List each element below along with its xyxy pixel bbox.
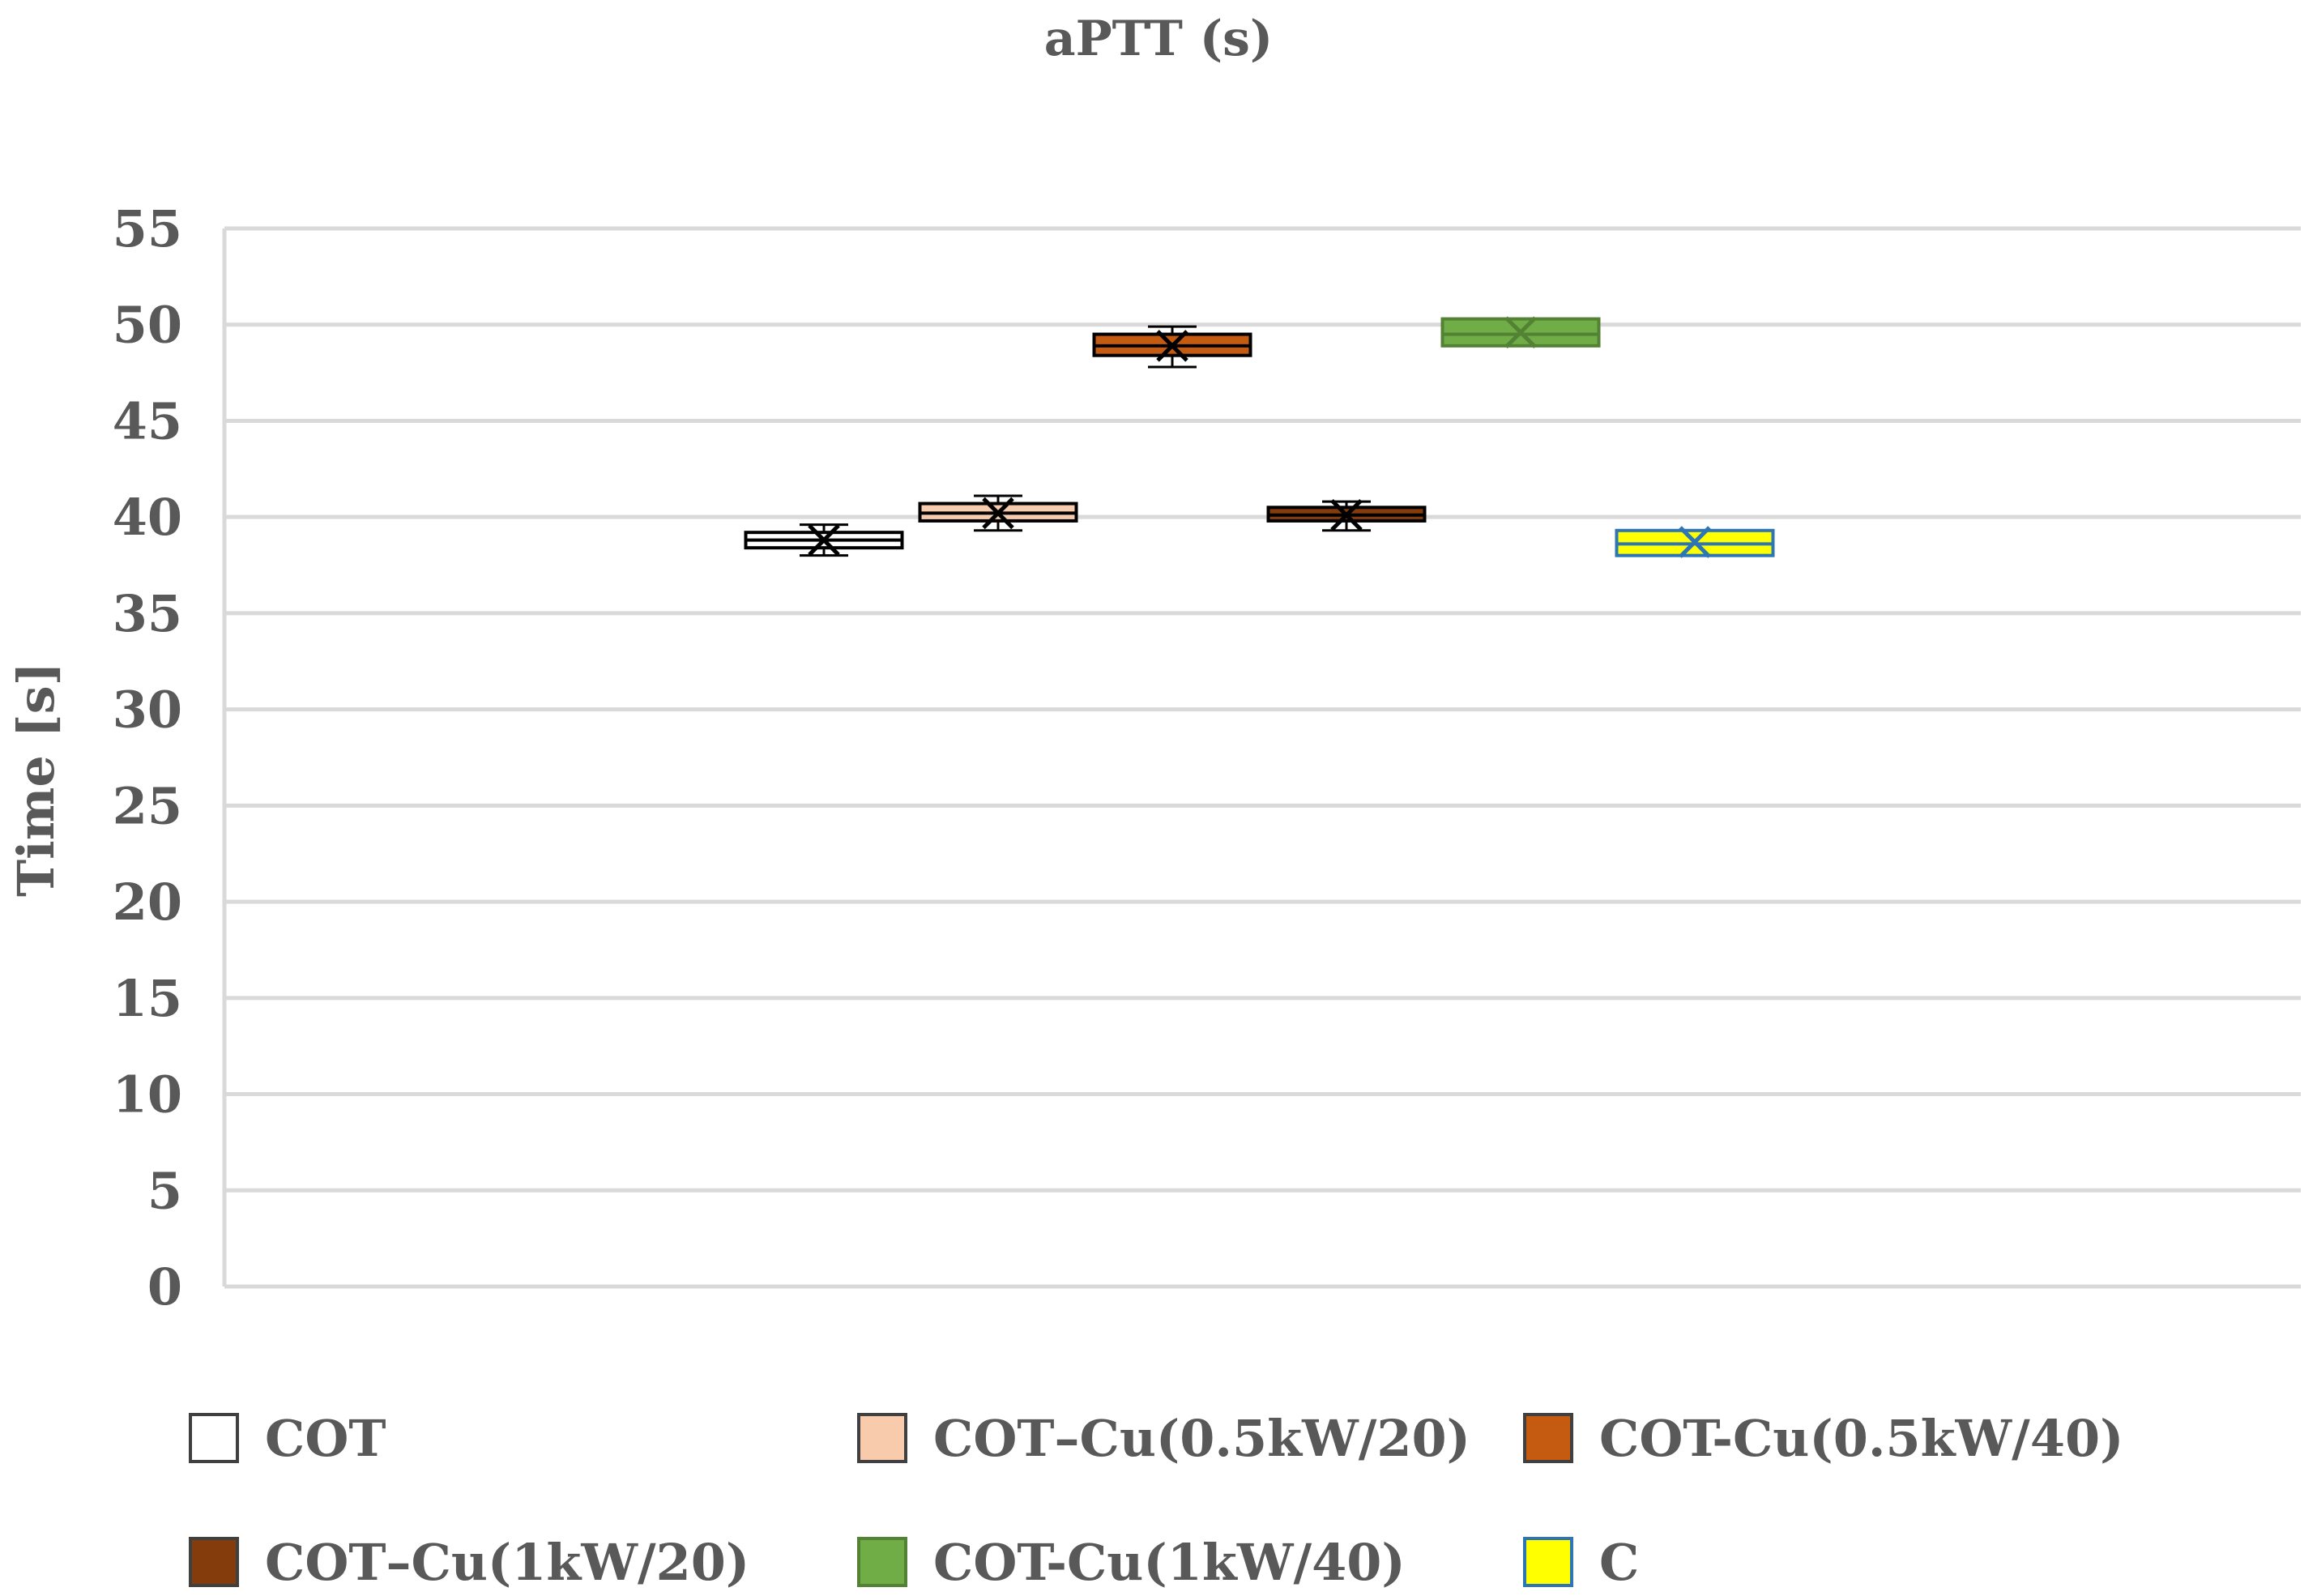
legend-item: COT–Cu(0.5kW/20) [857,1409,1470,1468]
legend-swatch [857,1537,907,1587]
y-tick-label: 15 [113,969,182,1028]
legend-label: C [1599,1533,1639,1592]
box-5 [1440,316,1601,348]
legend: COT COT–Cu(0.5kW/20) COT-Cu(0.5kW/40) COT–C… [189,1409,2123,1592]
legend-label: COT–Cu(0.5kW/20) [933,1409,1470,1468]
legend-swatch [857,1413,907,1463]
mean-marker [1504,316,1537,348]
legend-label: COT [265,1409,386,1468]
y-tick-label: 20 [113,873,182,932]
gridlines [222,226,2301,1289]
box-1 [744,523,904,557]
legend-swatch [189,1413,239,1463]
y-tick-label: 0 [147,1257,182,1316]
y-tick-label: 30 [113,681,182,740]
y-tick-label: 50 [113,296,182,355]
chart-title: aPTT (s) [1044,11,1274,67]
y-tick-label: 25 [113,776,182,835]
legend-label: COT–Cu(1kW/20) [265,1533,749,1592]
box-6 [1615,526,1775,558]
box-series [744,316,1775,558]
y-tick-label: 10 [113,1065,182,1124]
legend-swatch [1523,1537,1573,1587]
y-tick-label: 45 [113,391,182,450]
mean-marker [808,523,840,557]
y-tick-label: 35 [113,584,182,643]
mean-marker [1330,499,1363,531]
legend-label: COT-Cu(0.5kW/40) [1599,1409,2123,1468]
mean-marker [982,497,1014,530]
box-4 [1266,499,1427,532]
legend-item: COT-Cu(1kW/40) [857,1533,1406,1592]
legend-label: COT-Cu(1kW/40) [933,1533,1406,1592]
y-tick-label: 55 [113,199,182,258]
y-axis-label: Time [s] [6,662,66,897]
legend-item: C [1523,1533,1639,1592]
legend-swatch [189,1537,239,1587]
y-tick-labels: 0 5 10 15 20 25 30 35 40 45 50 55 [113,199,182,1316]
y-tick-label: 5 [147,1161,182,1220]
legend-item: COT-Cu(0.5kW/40) [1523,1409,2123,1468]
mean-marker [1679,526,1711,558]
mean-marker [1156,330,1188,362]
box-3 [1092,325,1252,369]
legend-item: COT–Cu(1kW/20) [189,1533,749,1592]
legend-swatch [1523,1413,1573,1463]
box-2 [918,494,1078,532]
y-tick-label: 40 [113,488,182,547]
legend-item: COT [189,1409,386,1468]
